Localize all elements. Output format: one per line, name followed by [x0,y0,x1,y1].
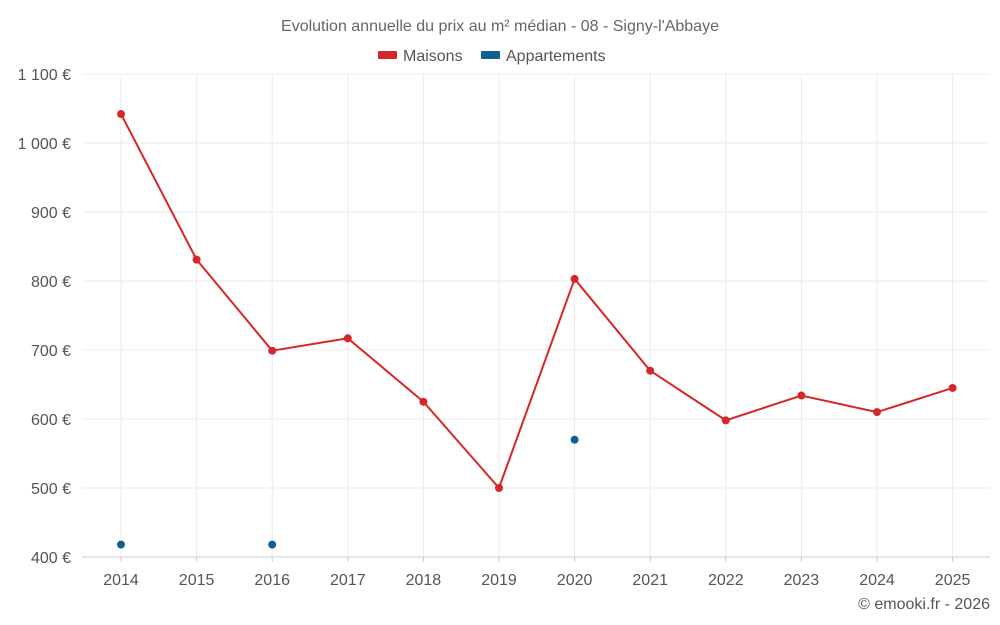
legend-swatch-appartements [481,51,500,59]
data-point-maisons[interactable] [192,255,201,264]
chart-title: Evolution annuelle du prix au m² médian … [281,18,719,35]
x-gridlines [120,74,954,562]
x-tick-label: 2018 [406,572,442,589]
y-tick-label: 900 € [31,205,71,222]
y-tick-label: 400 € [31,550,71,567]
x-axis-ticks: 2014 2015 2016 2017 2018 2019 2020 2021 2022 2023… [103,572,970,589]
data-point-maisons[interactable] [117,110,125,119]
data-point-maisons[interactable] [419,397,428,406]
data-point-maisons[interactable] [721,416,730,425]
data-point-maisons[interactable] [948,383,957,392]
legend-item-appartements[interactable]: Appartements [481,48,606,65]
x-tick-label: 2014 [103,572,139,589]
y-tick-label: 1 100 € [18,67,71,84]
y-tick-label: 700 € [31,343,71,360]
legend-label-appartements: Appartements [506,48,606,65]
data-point-maisons[interactable] [495,484,503,492]
x-tick-label: 2020 [557,572,593,589]
y-tick-label: 600 € [31,412,71,429]
legend-swatch-maisons [378,51,397,59]
series-layer [117,110,957,549]
data-point-maisons[interactable] [873,408,881,417]
x-tick-label: 2024 [859,572,895,589]
data-point-appartements[interactable] [570,435,579,444]
legend: Maisons Appartements [378,48,606,65]
x-tick-label: 2017 [330,572,366,589]
x-tick-label: 2022 [708,572,744,589]
data-point-maisons[interactable] [343,334,352,343]
data-point-appartements[interactable] [268,540,277,549]
data-point-maisons[interactable] [646,366,655,375]
y-tick-label: 800 € [31,274,71,291]
series-maisons [117,110,957,492]
data-point-maisons[interactable] [268,346,277,355]
series-line-maisons [120,113,953,489]
x-tick-label: 2023 [784,572,820,589]
legend-item-maisons[interactable]: Maisons [378,48,463,65]
data-point-maisons[interactable] [570,274,579,283]
y-tick-label: 500 € [31,481,71,498]
x-tick-label: 2019 [481,572,517,589]
series-appartements [117,435,579,549]
y-tick-label: 1 000 € [18,136,71,153]
x-tick-label: 2015 [179,572,215,589]
data-point-maisons[interactable] [797,391,806,400]
chart-credit: © emooki.fr - 2026 [858,596,990,613]
data-point-appartements[interactable] [117,540,125,549]
x-tick-label: 2021 [632,572,668,589]
x-tick-label: 2016 [254,572,290,589]
legend-label-maisons: Maisons [403,48,463,65]
y-gridlines [82,73,990,489]
y-axis-ticks: 400 € 500 € 600 € 700 € 800 € 900 € 1 000 € 1 1… [18,67,71,567]
x-tick-label: 2025 [935,572,971,589]
